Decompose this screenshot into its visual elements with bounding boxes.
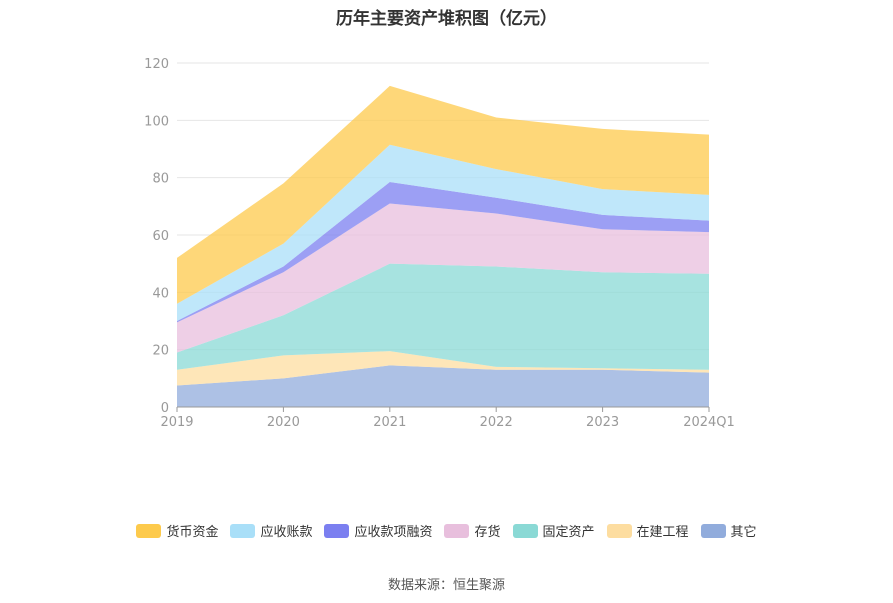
legend-label: 在建工程: [636, 525, 689, 540]
x-tick-label: 2020: [267, 415, 300, 430]
legend-item[interactable]: 固定资产: [512, 521, 595, 540]
legend: 货币资金 应收账款 应收款项融资 存货 固定资产 在建工程 其它: [0, 521, 893, 540]
y-tick-label: 80: [152, 172, 169, 187]
x-tick-label: 2021: [373, 415, 406, 430]
area-series-2: [177, 263, 709, 370]
legend-item[interactable]: 应收账款: [230, 521, 312, 540]
legend-label: 货币资金: [166, 525, 219, 540]
area-series-0: [177, 365, 709, 407]
y-tick-label: 40: [152, 286, 169, 301]
legend-label: 固定资产: [542, 525, 595, 540]
area-series: [177, 85, 709, 407]
area-series-5: [177, 144, 709, 321]
legend-item[interactable]: 存货: [444, 521, 501, 540]
y-tick-label: 0: [161, 401, 169, 416]
y-tick-label: 20: [152, 344, 169, 359]
area-series-1: [177, 351, 709, 386]
legend-label: 应收款项融资: [354, 525, 433, 540]
legend-item[interactable]: 货币资金: [136, 521, 218, 540]
area-series-4: [177, 181, 709, 323]
legend-swatch: [606, 523, 632, 538]
x-tick-label: 2024Q1: [683, 415, 735, 430]
legend-label: 存货: [474, 525, 501, 540]
x-tick-label: 2023: [586, 415, 619, 430]
chart-title: 历年主要资产堆积图（亿元）: [336, 9, 557, 29]
x-tick-label: 2022: [480, 415, 513, 430]
legend-swatch: [324, 523, 350, 538]
data-source: 数据来源：恒生聚源: [387, 578, 505, 593]
legend-item[interactable]: 在建工程: [606, 521, 689, 540]
legend-item[interactable]: 应收款项融资: [324, 521, 432, 540]
y-tick-label: 100: [144, 114, 169, 129]
legend-label: 其它: [730, 525, 757, 540]
legend-swatch: [444, 523, 470, 538]
x-tick-label: 2019: [160, 415, 193, 430]
axes: 0 20 40 60 80 100 120 2019 2020 2021 2022 2023 2024Q…: [144, 57, 735, 430]
legend-label: 应收账款: [260, 525, 313, 540]
legend-item[interactable]: 其它: [700, 521, 757, 540]
y-tick-label: 120: [144, 57, 169, 72]
y-tick-label: 60: [152, 229, 169, 244]
legend-swatch: [136, 523, 162, 538]
legend-swatch: [700, 523, 726, 538]
area-series-6: [177, 85, 709, 304]
legend-swatch: [512, 523, 538, 538]
legend-swatch: [230, 523, 256, 538]
area-series-3: [177, 203, 709, 353]
